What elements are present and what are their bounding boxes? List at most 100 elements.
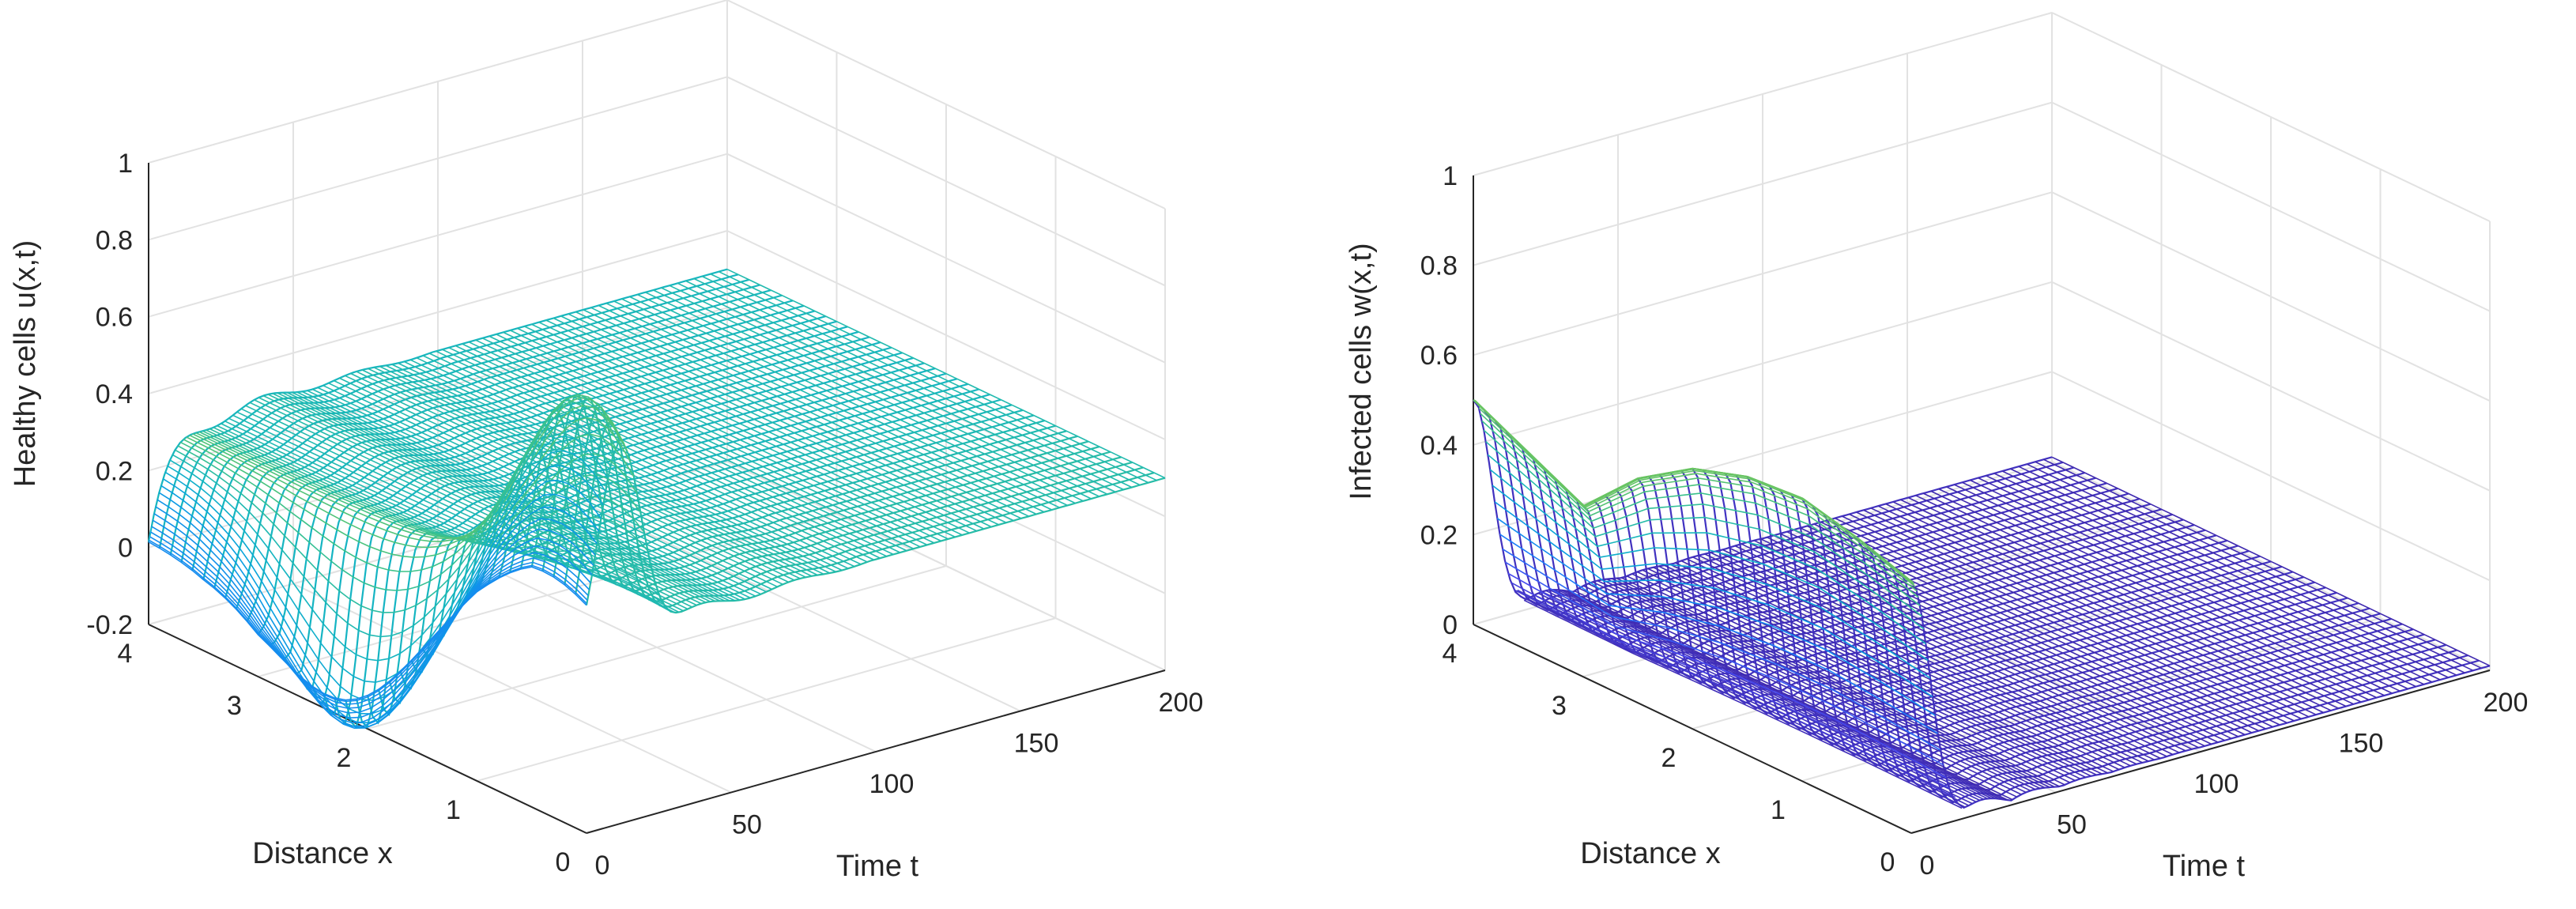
tick-labels: 0 50 100 150 200 0 1 2 3 4-0.2 0 0.2 0.4 0.6 0.8 1 <box>86 149 1203 881</box>
surface-line-t <box>1502 548 1941 751</box>
surface-line-t <box>538 321 978 532</box>
surface-line-t <box>669 285 1108 495</box>
surface-line-t <box>481 338 921 548</box>
surface-line-t <box>307 390 746 600</box>
distance-tick-label: 3 <box>227 691 242 721</box>
gridline <box>1473 191 2053 356</box>
distance-tick-label: 4 <box>1443 639 1458 669</box>
surface-line-t <box>468 341 907 552</box>
time-tick-label: 50 <box>732 810 762 840</box>
distance-tick-label: 3 <box>1552 691 1567 721</box>
surface-line-t <box>1922 492 2362 703</box>
surface-line-t <box>1849 513 2287 724</box>
surface-line-t <box>1481 420 1921 606</box>
surface-line-t <box>1779 533 2219 743</box>
time-tick-label: 50 <box>2057 810 2087 840</box>
surface-line-t <box>350 372 790 583</box>
surface-line-t <box>517 327 956 538</box>
gridline <box>148 0 728 164</box>
surface-line-t <box>1534 594 1973 805</box>
surface-line-t <box>1478 407 1918 592</box>
distance-tick-label: 2 <box>1661 743 1676 773</box>
time-tick-label: 0 <box>1920 851 1935 881</box>
distance-tick-label: 0 <box>556 847 571 877</box>
surface-line-t <box>1827 519 2266 730</box>
surface-line-t <box>245 405 684 612</box>
time-tick-label: 100 <box>2194 769 2239 799</box>
surface-line-t <box>1565 590 2005 801</box>
surface-line-x <box>147 268 728 542</box>
surface-line-t <box>292 391 730 602</box>
surface-line-t <box>1970 479 2408 690</box>
surface-line-t <box>258 397 697 606</box>
surface-line-t <box>1485 441 1925 630</box>
surface-line-t <box>209 428 648 552</box>
surface-line-t <box>409 359 849 569</box>
surface-line-t <box>155 506 594 727</box>
surface-line-t <box>1504 561 1944 766</box>
surface-line-t <box>1930 490 2370 701</box>
surface-line-t <box>254 399 692 608</box>
surface-line-t <box>598 304 1037 515</box>
surface-line-t <box>334 379 772 590</box>
time-tick-label: 100 <box>869 769 915 799</box>
surface-mesh <box>1473 399 2491 809</box>
surface-line-t <box>267 394 707 603</box>
surface-line-t <box>317 387 756 598</box>
surface-line-t <box>653 289 1092 500</box>
surface-line-t <box>496 334 935 544</box>
gridline <box>1473 281 2053 446</box>
surface-line-t <box>345 375 783 586</box>
surface-line-t <box>475 339 915 549</box>
surface-line-t <box>1767 537 2205 747</box>
surface-line-t <box>605 302 1045 513</box>
surface-line-t <box>1806 525 2246 736</box>
value-tick-label: 0.4 <box>1420 431 1458 461</box>
surface-line-t <box>1870 507 2310 718</box>
surface-line-t <box>1698 554 2137 765</box>
value-tick-label: 1 <box>1443 161 1458 191</box>
value-tick-label: 0.2 <box>96 456 133 486</box>
surface-line-t <box>160 485 600 724</box>
value-tick-label: 0.6 <box>1420 341 1458 371</box>
surface-line-t <box>2051 456 2491 667</box>
surface-line-t <box>217 424 656 583</box>
surface-line-t <box>1747 541 2186 752</box>
surface-line-t <box>428 353 868 563</box>
surface-line-t <box>1954 484 2393 694</box>
time-axis-line <box>586 669 1166 834</box>
surface-line-t <box>1962 481 2401 692</box>
surface-line-t <box>1545 590 1984 800</box>
distance-axis-label: Distance x <box>1580 837 1720 870</box>
gridline <box>1473 12 2053 176</box>
surface-line-t <box>1574 590 2013 801</box>
gridline <box>258 513 837 677</box>
surface-line-t <box>228 417 667 609</box>
surface-line-t <box>1631 573 2071 783</box>
surface-line-t <box>1734 545 2174 756</box>
gridline <box>2051 191 2491 402</box>
surface-line-t <box>277 392 716 602</box>
gridline <box>148 153 728 318</box>
surface-line-t <box>677 282 1116 493</box>
gridline <box>367 565 947 730</box>
surface-line-t <box>240 408 680 613</box>
distance-tick-label: 4 <box>118 639 133 669</box>
surface-line-t <box>1835 517 2273 728</box>
time-axis-line <box>1910 669 2491 834</box>
surface-line-t <box>1499 534 1938 734</box>
gridline <box>477 617 1056 782</box>
surface-line-t <box>545 319 985 530</box>
surface-line-t <box>488 335 928 546</box>
surface-line-t <box>1549 589 1988 800</box>
surface-line-t <box>1877 505 2317 715</box>
gridline <box>148 230 728 394</box>
surface-line-t <box>339 377 778 588</box>
surface-line-t <box>503 331 941 542</box>
surface-line-t <box>1686 558 2125 768</box>
surface-line-t <box>1557 589 1996 799</box>
value-tick-label: 0.8 <box>96 225 133 255</box>
surface-line-t <box>613 300 1053 511</box>
surface-line-t <box>454 345 894 556</box>
surface-line-t <box>568 313 1007 523</box>
